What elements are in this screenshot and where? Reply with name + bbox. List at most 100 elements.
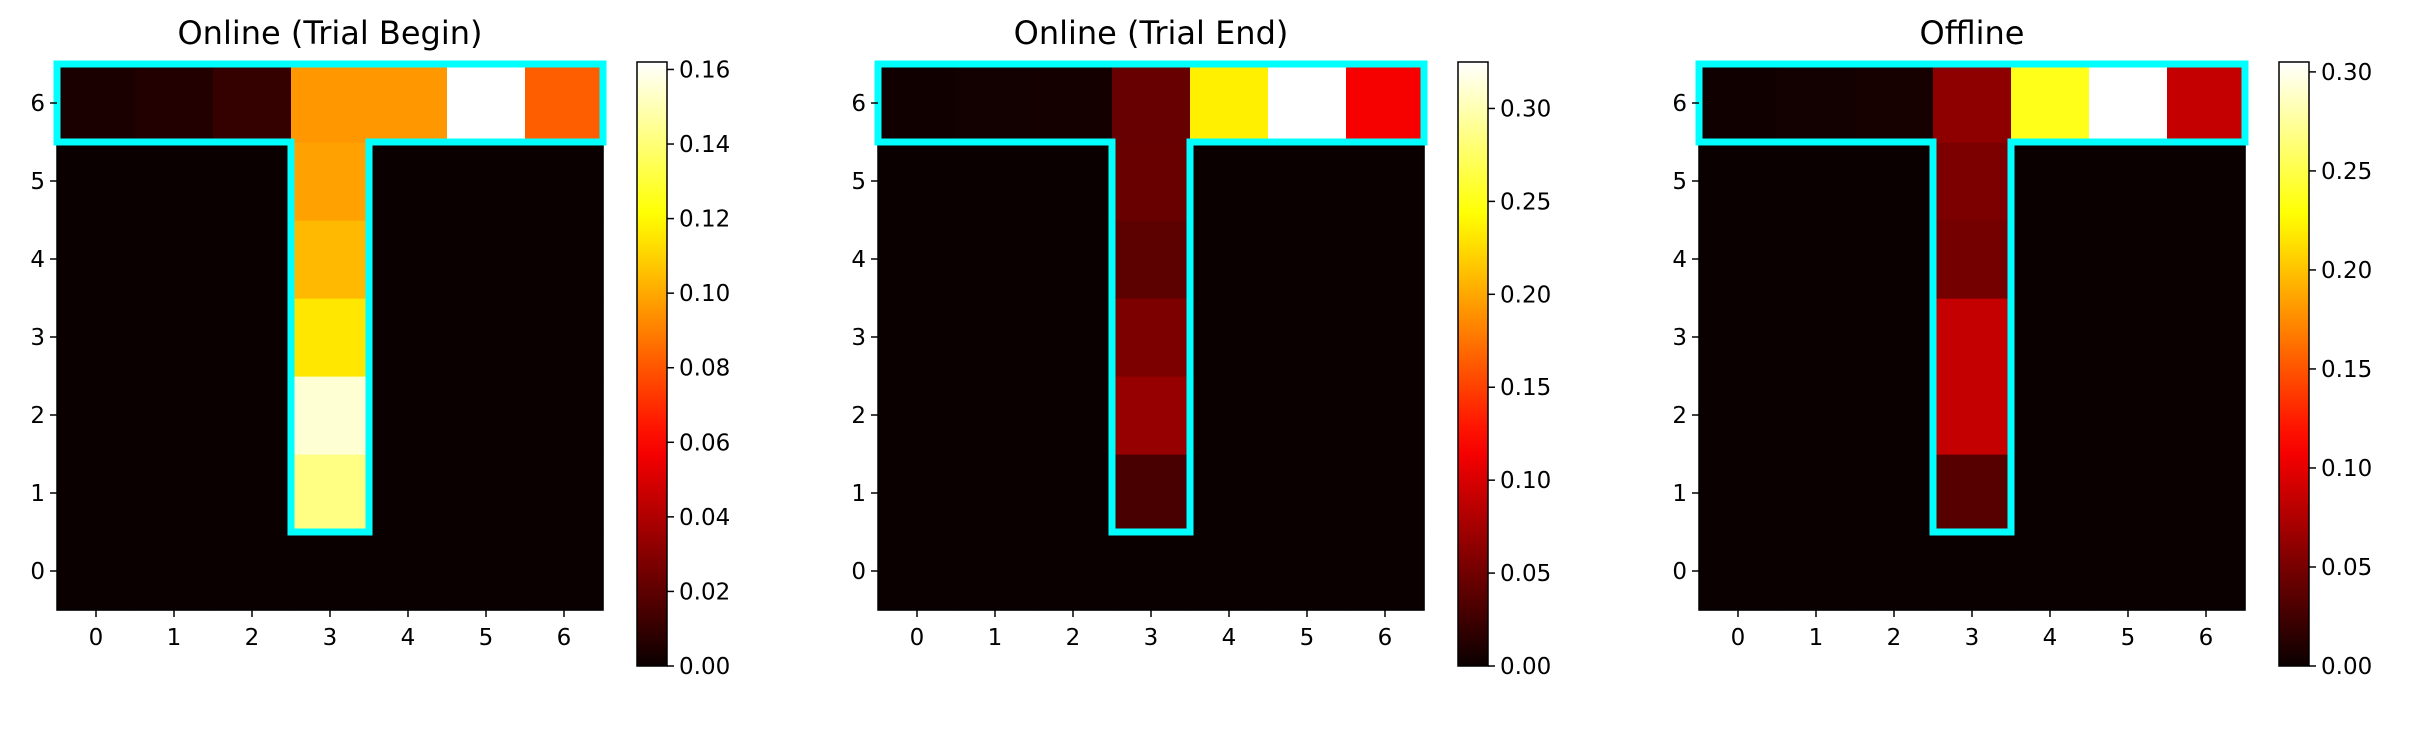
heatmap-cell [1346,454,1425,533]
heatmap-cell [1268,454,1347,533]
heatmap-cell [447,142,526,221]
heatmap-cell [1855,64,1934,143]
heatmap-cell [2089,220,2168,299]
heatmap-cell [1855,142,1934,221]
y-tick-label: 3 [851,325,866,351]
heatmap-cell [1699,376,1778,455]
heatmap-cell [1933,376,2012,455]
heatmap-cell [135,64,214,143]
colorbar-tick-label: 0.20 [1500,282,1551,308]
x-tick-label: 1 [1809,625,1824,651]
x-tick-label: 4 [1222,625,1237,651]
x-tick-label: 6 [557,625,572,651]
heatmap-cell [956,298,1035,377]
t-maze-outline [1695,60,2249,536]
heatmap-cell [1933,532,2012,611]
heatmap-cell [213,532,292,611]
heatmap-cell [1855,220,1934,299]
heatmap-cell [525,376,604,455]
colorbar-tick-label: 0.10 [1500,468,1551,494]
heatmap-cell [525,454,604,533]
y-tick-label: 2 [851,403,866,429]
heatmap-cell [1855,454,1934,533]
chart-title: Offline [1920,14,2025,52]
heatmap-cell [1855,532,1934,611]
y-tick-label: 3 [1672,325,1687,351]
y-tick-label: 5 [1672,169,1687,195]
colorbar-tick-label: 0.06 [679,430,730,456]
heatmap-cell [878,298,957,377]
heatmap-cell [2167,142,2246,221]
heatmap-panel-0: Online (Trial Begin) 0 1 2 3 4 5 6 0 1 2 3 4 5 6 0.00 0.… [30,14,730,680]
heatmap-cell [447,532,526,611]
heatmap-cell [1268,220,1347,299]
heatmap-cell [291,376,370,455]
heatmap-cell [1933,454,2012,533]
heatmap-cell [2167,298,2246,377]
colorbar [2279,62,2309,666]
heatmap-cell [57,142,136,221]
heatmap-cell [1190,64,1269,143]
heatmap-cell [447,220,526,299]
colorbar-tick-label: 0.10 [679,281,730,307]
heatmap-cell [878,454,957,533]
heatmap-cell [213,142,292,221]
colorbar-tick-label: 0.15 [1500,375,1551,401]
heatmap-cell [213,298,292,377]
heatmap-cell [1777,532,1856,611]
heatmap-cell [2089,376,2168,455]
colorbar-tick-label: 0.10 [2321,456,2372,482]
colorbar-tick-label: 0.08 [679,356,730,382]
colorbar-tick-label: 0.15 [2321,357,2372,383]
heatmap-cell [2089,64,2168,143]
heatmap-cell [135,532,214,611]
heatmap-cell [1034,298,1113,377]
heatmap-cell [57,376,136,455]
heatmap-cell [57,220,136,299]
heatmap-cell [525,64,604,143]
heatmap-cell [1699,454,1778,533]
heatmap-cell [1034,64,1113,143]
y-tick-label: 4 [851,247,866,273]
x-tick-label: 0 [1731,625,1746,651]
y-tick-label: 1 [851,481,866,507]
heatmap-cell [1777,220,1856,299]
heatmap-cell [1190,142,1269,221]
heatmap-cell [1346,376,1425,455]
heatmap-cell [2011,454,2090,533]
heatmap-cell [1933,298,2012,377]
heatmap-cell [135,376,214,455]
heatmap-cell [1777,298,1856,377]
heatmap-cell [291,142,370,221]
heatmap-cell [1034,142,1113,221]
heatmap-cell [369,220,448,299]
y-tick-label: 5 [30,169,45,195]
y-tick-label: 0 [1672,559,1687,585]
heatmap-cell [956,376,1035,455]
colorbar-tick-label: 0.30 [2321,60,2372,86]
heatmap-cell [135,220,214,299]
heatmap-cell [1777,142,1856,221]
heatmap-cell [1933,64,2012,143]
heatmap-cell [1346,298,1425,377]
heatmap-cell [369,532,448,611]
heatmap-cell [1777,64,1856,143]
heatmap-cell [1268,376,1347,455]
heatmap-cell [1346,220,1425,299]
heatmap-cell [1855,298,1934,377]
heatmap-cell [2167,64,2246,143]
heatmap-cell [291,454,370,533]
heatmap-cell [135,142,214,221]
x-tick-label: 6 [1378,625,1393,651]
heatmap-cell [2167,376,2246,455]
heatmap-cell [1112,376,1191,455]
heatmap-cell [956,64,1035,143]
heatmap-cell [956,142,1035,221]
heatmap-cell [525,532,604,611]
heatmap-cell [1699,220,1778,299]
colorbar [1458,62,1488,666]
heatmap-cell [291,220,370,299]
t-maze-outline [874,60,1428,536]
heatmap-cell [1112,142,1191,221]
heatmap-cell [1268,532,1347,611]
